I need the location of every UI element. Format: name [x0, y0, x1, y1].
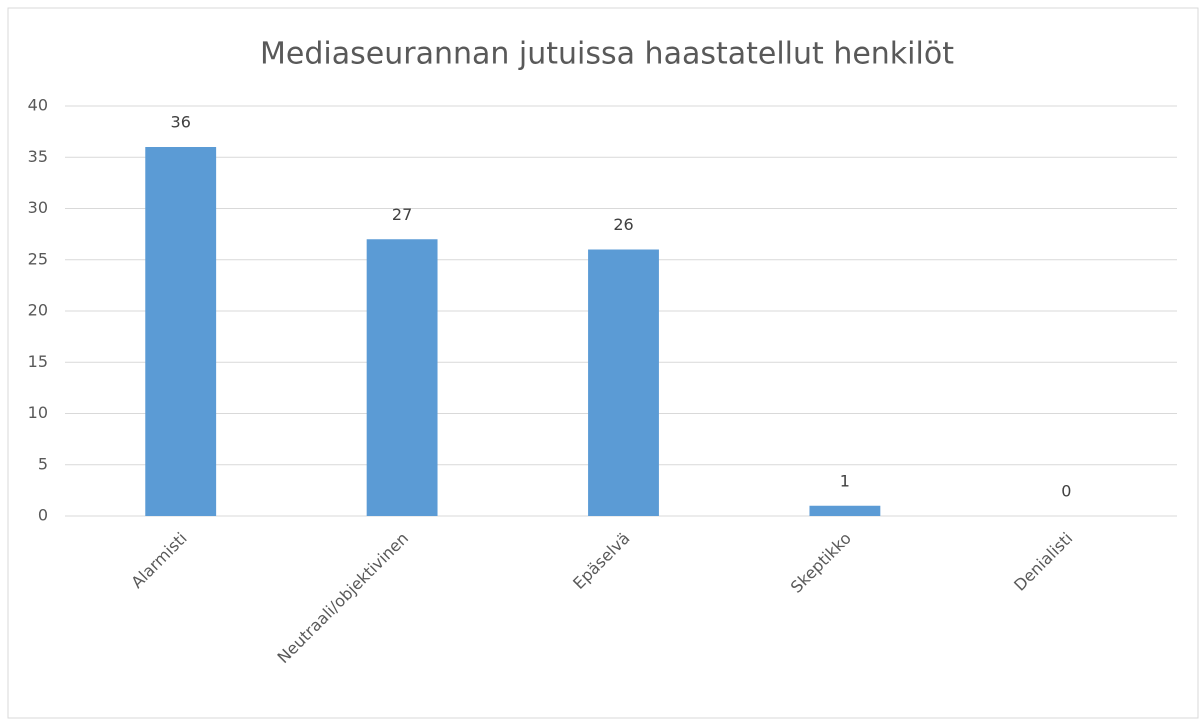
data-label: 26: [613, 215, 633, 234]
data-label: 0: [1061, 482, 1071, 501]
bar: [145, 147, 217, 516]
y-tick-label: 0: [38, 506, 48, 525]
bar: [809, 505, 881, 516]
y-tick-label: 40: [28, 96, 48, 115]
y-tick-label: 20: [28, 301, 48, 320]
bar: [366, 239, 438, 516]
y-tick-label: 35: [28, 147, 48, 166]
y-tick-label: 5: [38, 454, 48, 473]
bar: [588, 249, 659, 516]
data-label: 36: [171, 113, 191, 132]
y-tick-label: 25: [28, 249, 48, 268]
data-label: 27: [392, 205, 412, 224]
data-label: 1: [840, 471, 850, 490]
chart-title: Mediaseurannan jutuissa haastatellut hen…: [260, 37, 954, 72]
y-tick-label: 10: [28, 403, 48, 422]
y-tick-label: 30: [28, 198, 48, 217]
y-tick-label: 15: [28, 352, 48, 371]
